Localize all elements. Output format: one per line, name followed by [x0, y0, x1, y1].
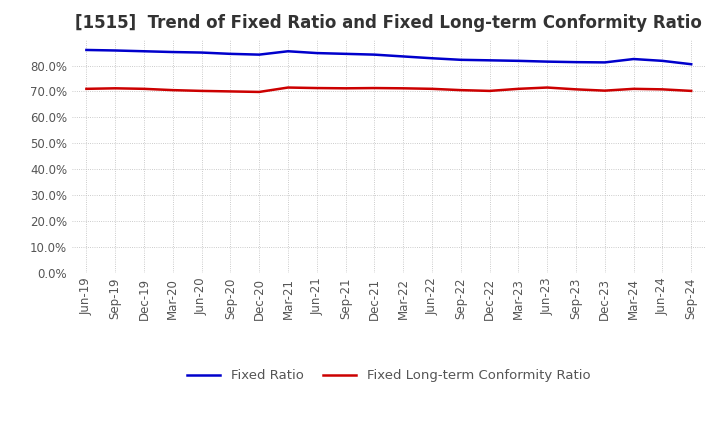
- Fixed Long-term Conformity Ratio: [514, 86, 523, 92]
- Fixed Long-term Conformity Ratio: [226, 89, 235, 94]
- Fixed Long-term Conformity Ratio: [399, 86, 408, 91]
- Fixed Ratio: [370, 52, 379, 57]
- Fixed Long-term Conformity Ratio: [168, 88, 177, 93]
- Fixed Long-term Conformity Ratio: [82, 86, 91, 92]
- Fixed Ratio: [399, 54, 408, 59]
- Fixed Long-term Conformity Ratio: [485, 88, 494, 94]
- Fixed Long-term Conformity Ratio: [428, 86, 436, 92]
- Fixed Ratio: [687, 62, 696, 67]
- Fixed Ratio: [658, 58, 667, 63]
- Fixed Ratio: [572, 59, 580, 65]
- Fixed Ratio: [168, 49, 177, 55]
- Fixed Long-term Conformity Ratio: [341, 86, 350, 91]
- Legend: Fixed Ratio, Fixed Long-term Conformity Ratio: Fixed Ratio, Fixed Long-term Conformity …: [182, 364, 595, 388]
- Fixed Long-term Conformity Ratio: [629, 86, 638, 92]
- Fixed Ratio: [341, 51, 350, 56]
- Fixed Ratio: [140, 48, 148, 54]
- Title: [1515]  Trend of Fixed Ratio and Fixed Long-term Conformity Ratio: [1515] Trend of Fixed Ratio and Fixed Lo…: [76, 15, 702, 33]
- Fixed Ratio: [456, 57, 465, 62]
- Line: Fixed Long-term Conformity Ratio: Fixed Long-term Conformity Ratio: [86, 88, 691, 92]
- Fixed Ratio: [197, 50, 206, 55]
- Fixed Ratio: [485, 58, 494, 63]
- Fixed Ratio: [428, 55, 436, 61]
- Fixed Long-term Conformity Ratio: [284, 85, 292, 90]
- Fixed Long-term Conformity Ratio: [197, 88, 206, 94]
- Fixed Ratio: [312, 51, 321, 56]
- Fixed Ratio: [543, 59, 552, 64]
- Fixed Long-term Conformity Ratio: [255, 89, 264, 95]
- Fixed Ratio: [600, 60, 609, 65]
- Fixed Long-term Conformity Ratio: [543, 85, 552, 90]
- Fixed Long-term Conformity Ratio: [312, 85, 321, 91]
- Fixed Long-term Conformity Ratio: [456, 88, 465, 93]
- Fixed Long-term Conformity Ratio: [572, 87, 580, 92]
- Fixed Ratio: [111, 48, 120, 53]
- Fixed Long-term Conformity Ratio: [370, 85, 379, 91]
- Fixed Ratio: [629, 56, 638, 62]
- Fixed Long-term Conformity Ratio: [600, 88, 609, 93]
- Fixed Long-term Conformity Ratio: [111, 86, 120, 91]
- Fixed Ratio: [255, 52, 264, 57]
- Line: Fixed Ratio: Fixed Ratio: [86, 50, 691, 64]
- Fixed Ratio: [226, 51, 235, 56]
- Fixed Ratio: [514, 58, 523, 63]
- Fixed Long-term Conformity Ratio: [140, 86, 148, 92]
- Fixed Long-term Conformity Ratio: [658, 87, 667, 92]
- Fixed Ratio: [82, 48, 91, 53]
- Fixed Ratio: [284, 48, 292, 54]
- Fixed Long-term Conformity Ratio: [687, 88, 696, 94]
